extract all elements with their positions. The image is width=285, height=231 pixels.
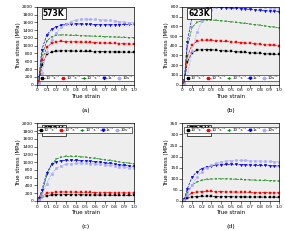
X-axis label: True strain: True strain bbox=[216, 94, 245, 99]
X-axis label: True strain: True strain bbox=[71, 94, 100, 99]
Text: (c): (c) bbox=[82, 224, 89, 229]
X-axis label: True strain: True strain bbox=[71, 210, 100, 215]
Legend: 10⁻³s⁻¹, 10⁻²s⁻¹, 10⁻¹s⁻¹, 1s⁻¹, 10s⁻¹: 10⁻³s⁻¹, 10⁻²s⁻¹, 10⁻¹s⁻¹, 1s⁻¹, 10s⁻¹ bbox=[184, 75, 279, 81]
Text: (a): (a) bbox=[81, 108, 90, 113]
Text: 573K: 573K bbox=[43, 9, 64, 18]
Text: (d): (d) bbox=[227, 224, 235, 229]
Legend: 10⁻³s⁻¹, 10⁻²s⁻¹, 10⁻¹s⁻¹, 1s⁻¹, 10s⁻¹: 10⁻³s⁻¹, 10⁻²s⁻¹, 10⁻¹s⁻¹, 1s⁻¹, 10s⁻¹ bbox=[37, 127, 132, 133]
Text: 673K: 673K bbox=[43, 126, 65, 135]
Legend: 10⁻³s⁻¹, 10⁻²s⁻¹, 10⁻¹s⁻¹, 1s⁻¹, 10s⁻¹: 10⁻³s⁻¹, 10⁻²s⁻¹, 10⁻¹s⁻¹, 1s⁻¹, 10s⁻¹ bbox=[39, 75, 134, 81]
Y-axis label: True stress (MPa): True stress (MPa) bbox=[16, 22, 21, 69]
Text: 623K: 623K bbox=[188, 9, 210, 18]
X-axis label: True strain: True strain bbox=[216, 210, 245, 215]
Y-axis label: True stress (MPa): True stress (MPa) bbox=[164, 139, 169, 185]
Y-axis label: True stress (MPa): True stress (MPa) bbox=[16, 139, 21, 185]
Y-axis label: True stress (MPa): True stress (MPa) bbox=[164, 22, 169, 69]
Legend: 10⁻³s⁻¹, 10⁻²s⁻¹, 10⁻¹s⁻¹, 1s⁻¹, 10s⁻¹: 10⁻³s⁻¹, 10⁻²s⁻¹, 10⁻¹s⁻¹, 1s⁻¹, 10s⁻¹ bbox=[184, 127, 279, 133]
Text: (b): (b) bbox=[227, 108, 235, 113]
Text: 723K: 723K bbox=[188, 126, 210, 135]
